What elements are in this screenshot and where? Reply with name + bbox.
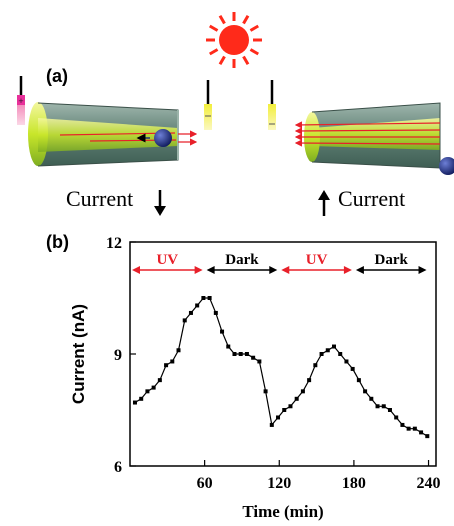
phase-uv-2: UV (281, 252, 352, 274)
data-point (294, 396, 299, 401)
sun-icon (206, 12, 262, 68)
pink-electrode-icon: + (17, 76, 25, 125)
phase-label: UV (306, 252, 328, 268)
phase-label: UV (156, 252, 178, 268)
data-point (257, 359, 262, 364)
right-nanochannel-icon (294, 102, 454, 175)
data-point (170, 359, 175, 364)
data-point (201, 296, 206, 300)
phase-label: Dark (225, 252, 259, 268)
data-point (338, 352, 343, 356)
series-markers (132, 296, 430, 439)
data-point (332, 344, 336, 349)
data-point (381, 404, 386, 409)
data-point (263, 389, 268, 394)
data-point (182, 318, 187, 323)
data-point (176, 348, 181, 353)
data-point (282, 408, 287, 412)
data-point (406, 426, 411, 431)
data-point (188, 310, 193, 315)
data-point (139, 396, 144, 401)
data-point (207, 296, 212, 300)
svg-text:+: + (18, 96, 23, 106)
data-point (363, 389, 368, 394)
phase-label: Dark (375, 252, 409, 268)
data-point (319, 352, 324, 356)
left-nanochannel-icon (28, 102, 198, 167)
data-point (132, 400, 137, 405)
y-tick-label: 12 (106, 235, 122, 252)
y-tick-label: 6 (114, 459, 122, 476)
data-point (220, 329, 225, 334)
phase-dark-1: Dark (206, 252, 278, 274)
data-point (369, 396, 374, 401)
x-tick-label: 240 (417, 475, 441, 492)
data-point (151, 385, 156, 390)
data-point (375, 404, 380, 409)
data-point (213, 310, 218, 315)
arrow-up-icon (318, 190, 330, 216)
data-point (313, 363, 318, 368)
data-point (400, 422, 405, 427)
particle-icon (439, 157, 454, 175)
data-point (244, 352, 249, 356)
data-point (425, 434, 430, 439)
arrow-down-icon (154, 190, 166, 216)
x-tick-label: 180 (342, 475, 366, 492)
data-point (325, 348, 330, 353)
data-point (195, 303, 200, 308)
data-point (350, 366, 355, 371)
data-point (307, 378, 312, 383)
phase-annotations: UV Dark UV Dark (132, 252, 427, 274)
data-point (232, 352, 237, 356)
panel-b: (b) UV Dark UV Dark 60 120 180 240 6 9 12 Time (m… (46, 232, 441, 521)
data-point (300, 389, 305, 394)
panel-a-label: (a) (46, 66, 68, 86)
y-axis-label: Current (nA) (69, 304, 88, 404)
data-point (145, 389, 150, 394)
x-tick-label: 120 (267, 475, 291, 492)
data-point (356, 378, 361, 383)
x-axis-label: Time (min) (242, 502, 323, 521)
particle-icon (154, 129, 172, 147)
data-point (269, 422, 274, 427)
data-point (251, 355, 256, 360)
yellow-electrode-left-icon (204, 80, 212, 130)
data-point (164, 363, 169, 368)
data-point (387, 408, 392, 412)
data-point (238, 352, 243, 356)
left-current-caption: Current (66, 186, 133, 211)
phase-uv-0: UV (132, 252, 203, 274)
series-line (134, 297, 428, 437)
phase-dark-3: Dark (355, 252, 427, 274)
x-tick-label: 60 (197, 475, 213, 492)
data-point (412, 426, 417, 431)
data-point (226, 344, 231, 349)
yellow-electrode-right-icon (268, 80, 276, 130)
data-point (157, 378, 162, 383)
axis-ticks: 60 120 180 240 6 9 12 (106, 235, 441, 492)
data-point (288, 404, 293, 409)
y-tick-label: 9 (114, 347, 122, 364)
panel-a: (a) + (17, 12, 454, 216)
data-point (276, 415, 281, 420)
data-point (419, 430, 424, 435)
data-point (344, 359, 349, 364)
data-point (394, 415, 399, 420)
panel-b-label: (b) (46, 232, 69, 252)
right-current-caption: Current (338, 186, 405, 211)
